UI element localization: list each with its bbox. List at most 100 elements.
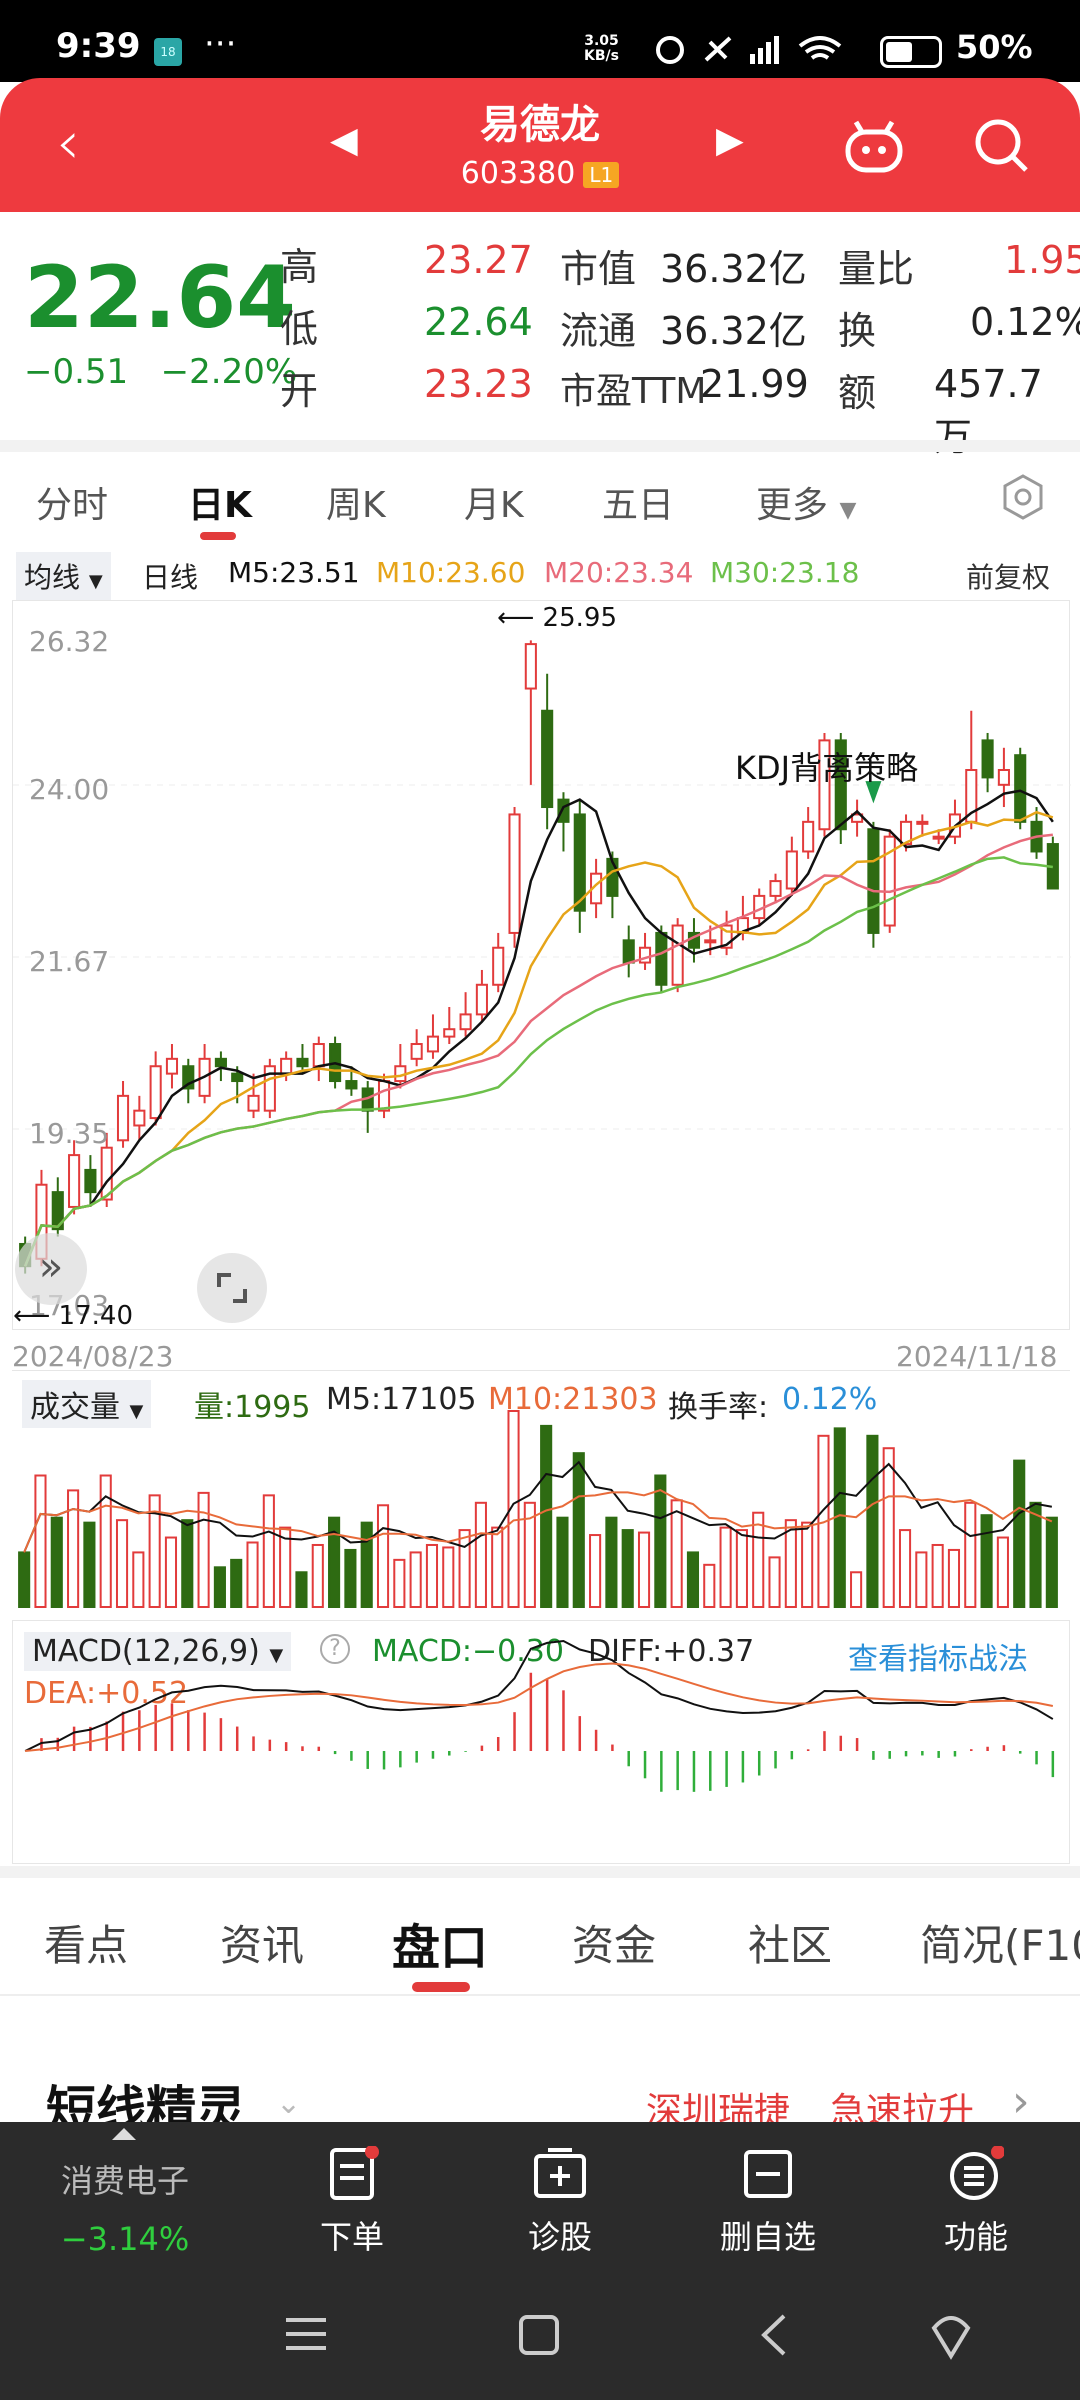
ma20-value: M20:23.34 xyxy=(544,556,694,589)
last-price: 22.64 xyxy=(24,248,297,348)
candle-body xyxy=(508,813,521,934)
search-icon[interactable] xyxy=(970,114,1034,178)
ma-selector[interactable]: 均线 ▼ xyxy=(16,552,111,600)
tab-news[interactable]: 资讯 xyxy=(220,1921,305,1970)
strategy-annotation[interactable]: KDJ背离策略 xyxy=(735,749,919,787)
candle-body xyxy=(573,813,586,912)
remove-icon xyxy=(744,2150,792,2198)
max-price-marker: ⟵ 25.95 xyxy=(497,603,617,633)
volume-bar xyxy=(99,1474,112,1608)
volume-chart[interactable] xyxy=(12,1370,1070,1614)
candle-body xyxy=(899,820,913,846)
volume-bar xyxy=(637,1531,651,1609)
volume-bar xyxy=(67,1489,80,1608)
macd-chart[interactable] xyxy=(12,1620,1070,1864)
volume-bar xyxy=(458,1529,471,1608)
low-label: 低 xyxy=(280,307,319,351)
chevron-right-icon[interactable]: › xyxy=(1012,2076,1030,2127)
candle-body xyxy=(214,1057,227,1068)
ma5-line xyxy=(23,789,1054,1267)
prev-stock-icon[interactable]: ◀ xyxy=(330,120,358,161)
volume-bar xyxy=(393,1558,406,1609)
kline-chart[interactable]: 26.32 24.00 21.67 19.35 17.03 ⟵ 25.95 ⟵ … xyxy=(12,600,1071,1331)
tab-monthly-k[interactable]: 月K xyxy=(464,485,524,526)
candle-body xyxy=(100,1146,113,1201)
robot-assistant-icon[interactable] xyxy=(842,118,906,174)
candle-body xyxy=(443,1028,456,1038)
dea-line xyxy=(25,1662,1054,1752)
candle-body xyxy=(769,880,782,897)
mcap-value: 36.32亿 xyxy=(660,247,807,291)
volume-selector[interactable]: 成交量 ▼ xyxy=(22,1380,152,1428)
functions-button[interactable]: 功能 xyxy=(906,2145,1046,2258)
tab-highlights[interactable]: 看点 xyxy=(44,1921,129,1970)
chevron-down-icon[interactable]: ⌄ xyxy=(276,2086,302,2121)
volume-bar xyxy=(83,1521,96,1608)
high-value: 23.27 xyxy=(424,238,533,282)
volume-bar xyxy=(409,1551,422,1609)
app-notification-icon: 18 xyxy=(154,38,182,66)
macd-selector[interactable]: MACD(12,26,9) ▼ xyxy=(24,1632,292,1671)
assistant-icon[interactable] xyxy=(926,2308,976,2362)
open-value: 23.23 xyxy=(424,362,533,406)
home-icon[interactable] xyxy=(518,2314,560,2356)
volume-bar xyxy=(735,1529,748,1608)
candle-body xyxy=(524,643,537,690)
volume-bar xyxy=(752,1511,765,1608)
candle-body xyxy=(84,1168,97,1194)
volume-bar xyxy=(882,1447,895,1608)
y-tick-label: 21.67 xyxy=(29,945,110,978)
volume-bar xyxy=(784,1519,797,1608)
help-icon[interactable]: ? xyxy=(320,1634,350,1664)
menu-circle-icon xyxy=(950,2145,1005,2200)
volume-bar xyxy=(866,1434,879,1609)
volume-bar xyxy=(523,1501,536,1608)
candle-body xyxy=(410,1043,423,1060)
tab-profile[interactable]: 简况(F10) xyxy=(920,1921,1080,1970)
chart-period-tabs: 分时 日K 周K 月K 五日 更多 ▼ xyxy=(0,460,1080,544)
volume-bar xyxy=(279,1526,292,1608)
tab-five-day[interactable]: 五日 xyxy=(602,485,675,526)
volume-bar xyxy=(132,1551,145,1609)
sector-info[interactable]: 消费电子 −3.14% xyxy=(40,2156,210,2258)
tab-funds[interactable]: 资金 xyxy=(572,1921,657,1970)
indicator-strategy-link[interactable]: 查看指标战法 xyxy=(848,1642,1028,1677)
tab-intraday[interactable]: 分时 xyxy=(36,485,109,526)
tab-more[interactable]: 更多 ▼ xyxy=(756,485,857,526)
pe-label: 市盈TTM xyxy=(560,371,707,412)
candle-body xyxy=(296,1057,309,1068)
diagnose-button[interactable]: 诊股 xyxy=(490,2146,630,2258)
volume-bar xyxy=(295,1571,308,1608)
candle-body xyxy=(280,1057,293,1075)
volume-bar xyxy=(311,1543,324,1609)
float-value: 36.32亿 xyxy=(660,309,807,353)
x-start-date: 2024/08/23 xyxy=(12,1340,174,1373)
caret-down-icon: ▼ xyxy=(88,571,103,592)
next-stock-icon[interactable]: ▶ xyxy=(716,120,744,161)
quote-panel: 22.64 −0.51 −2.20% 高 23.27 低 22.64 开 23.… xyxy=(0,212,1080,459)
tab-order-book[interactable]: 盘口 xyxy=(392,1920,489,1976)
min-price-marker: ⟵ 17.40 xyxy=(13,1301,133,1331)
menu-icon[interactable] xyxy=(284,2314,328,2354)
volume-bar xyxy=(213,1566,226,1609)
remove-watchlist-button[interactable]: 删自选 xyxy=(698,2146,838,2258)
tab-community[interactable]: 社区 xyxy=(748,1921,833,1970)
candle-body xyxy=(932,835,945,840)
volume-bar xyxy=(980,1514,993,1608)
volume-bar xyxy=(246,1541,259,1608)
back-nav-icon[interactable] xyxy=(756,2312,790,2358)
fullscreen-icon[interactable] xyxy=(197,1253,267,1323)
order-button[interactable]: 下单 xyxy=(282,2145,422,2258)
volume-bar xyxy=(703,1563,716,1608)
adjust-mode[interactable]: 前复权 xyxy=(966,561,1051,594)
float-label: 流通 xyxy=(560,309,637,353)
tab-daily-k[interactable]: 日K xyxy=(188,485,252,526)
net-speed: 3.05 KB/s xyxy=(584,33,619,64)
candle-body xyxy=(426,1035,440,1053)
settings-icon[interactable] xyxy=(998,472,1048,522)
expand-chart-icon[interactable]: » xyxy=(15,1233,87,1305)
tab-weekly-k[interactable]: 周K xyxy=(326,485,386,526)
volume-bar xyxy=(931,1543,944,1609)
back-icon[interactable]: ‹ xyxy=(56,108,80,178)
battery-icon xyxy=(880,36,942,68)
